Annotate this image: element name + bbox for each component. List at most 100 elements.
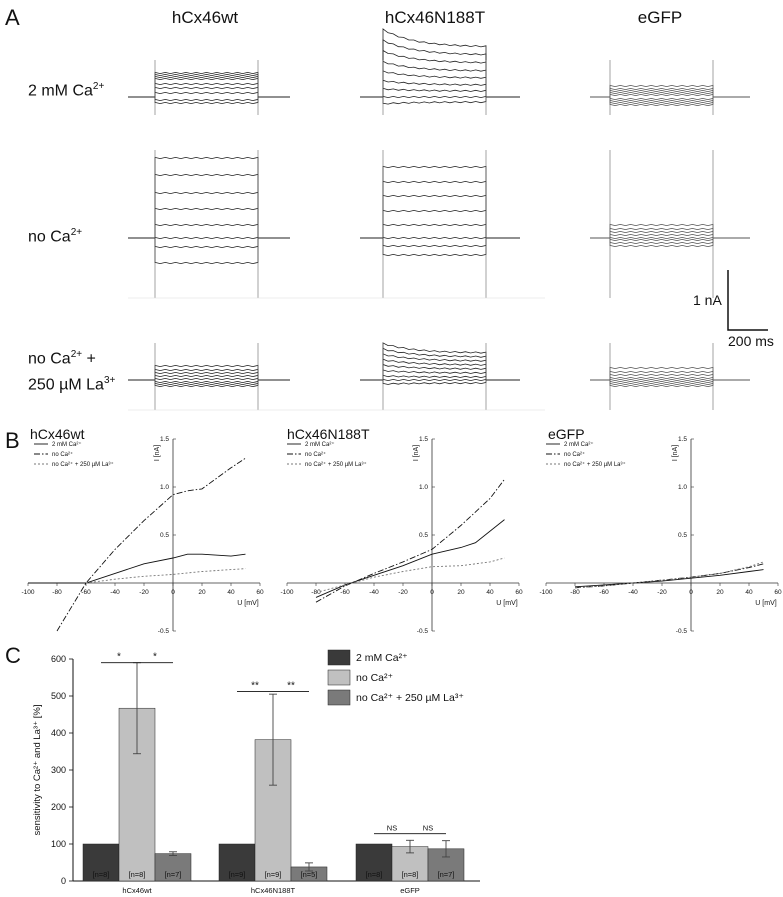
bar-chart: 0 100 200 300 400 500 600 sensitivity to Ca²⁺ a… <box>32 649 480 895</box>
x-tick-label: -100 <box>280 589 293 596</box>
column-title-hcx46wt: hCx46wt <box>171 8 239 27</box>
bar-y-tick-label: 100 <box>51 839 66 849</box>
current-trace <box>128 86 290 98</box>
panel-b-letter: B <box>5 428 20 453</box>
legend-label: no Ca²⁺ + 250 µM La³⁺ <box>52 461 114 468</box>
current-trace <box>360 49 520 98</box>
current-trace <box>590 370 750 381</box>
legend-label: 2 mM Ca²⁺ <box>564 441 594 448</box>
current-trace <box>590 379 750 388</box>
y-tick-label: 1.0 <box>678 484 687 491</box>
current-trace <box>128 75 290 98</box>
bar-legend-swatch <box>327 649 351 666</box>
current-trace <box>128 173 290 239</box>
current-trace <box>360 237 520 248</box>
current-trace <box>590 89 750 98</box>
current-trace <box>360 96 520 105</box>
significance-label: ** <box>251 681 259 692</box>
legend-label: no Ca²⁺ <box>564 451 585 458</box>
current-trace <box>128 191 290 239</box>
iv-series-3 <box>85 568 246 584</box>
x-tick-label: -100 <box>539 589 552 596</box>
trace-group-row2-col3 <box>590 150 750 298</box>
bar-n-label: [n=8] <box>93 870 110 879</box>
trace-group-row3-col3 <box>590 343 750 410</box>
current-trace <box>360 363 520 381</box>
current-trace <box>590 87 750 98</box>
x-axis-label: U [mV] <box>496 600 517 607</box>
current-trace <box>360 87 520 98</box>
current-trace <box>590 230 750 239</box>
x-tick-label: 40 <box>227 589 235 596</box>
scale-label-current: 1 nA <box>693 292 722 308</box>
current-trace <box>360 70 520 98</box>
iv-series-2 <box>315 479 505 603</box>
x-tick-label: -40 <box>369 589 379 596</box>
current-trace <box>590 237 750 245</box>
iv-plot-2: -100 -80 -60 -40 -20 0 20 40 60-0.50.51.01.5U [m… <box>280 436 523 635</box>
significance-label: NS <box>387 824 397 833</box>
bar <box>82 843 120 882</box>
current-trace <box>128 371 290 381</box>
x-tick-label: -20 <box>657 589 667 596</box>
current-trace <box>590 223 750 239</box>
current-trace <box>590 96 750 105</box>
bar-y-axis-label: sensitivity to Ca²⁺ and La³⁺ [%] <box>32 705 43 836</box>
y-axis-label: I [nA] <box>672 445 679 461</box>
current-trace <box>128 377 290 381</box>
current-trace <box>128 96 290 105</box>
x-tick-label: 0 <box>689 589 693 596</box>
trace-group-row2-col1 <box>128 150 290 298</box>
row-label-no-ca: no Ca2+ <box>28 227 83 246</box>
current-trace <box>360 378 520 382</box>
y-tick-label: 1.5 <box>678 436 687 443</box>
current-trace <box>128 368 290 381</box>
column-title-hcx46n188t: hCx46N188T <box>384 8 486 27</box>
current-trace <box>360 28 520 98</box>
current-trace <box>128 96 290 102</box>
trace-group-row3-col2 <box>360 342 520 410</box>
y-tick-label: -0.5 <box>676 628 688 635</box>
row-label-no-ca-la: no Ca2+ + 250 µM La3+ <box>28 349 116 394</box>
bar-n-label: [n=8] <box>129 870 146 879</box>
current-trace <box>590 96 750 101</box>
trace-group-row3-col1 <box>128 343 290 410</box>
iv-plot-3: -100 -80 -60 -40 -20 0 20 40 60 -0.5 0.5 1.0 1.5 U [m… <box>539 436 782 635</box>
iv-series-2 <box>56 457 246 632</box>
iv-series-1 <box>315 519 505 598</box>
legend-label: no Ca²⁺ <box>52 451 73 458</box>
x-tick-label: -80 <box>52 589 62 596</box>
iv-series-1 <box>28 553 246 584</box>
x-tick-label: -100 <box>21 589 34 596</box>
panel-c-letter: C <box>5 643 21 668</box>
current-trace <box>128 379 290 384</box>
current-trace <box>590 379 750 384</box>
scale-bar <box>727 270 768 331</box>
bar <box>218 843 256 882</box>
x-tick-label: -60 <box>340 589 350 596</box>
y-tick-label: 0.5 <box>419 532 428 539</box>
current-trace <box>590 376 750 381</box>
x-tick-label: 60 <box>515 589 523 596</box>
bar-n-label: [n=9] <box>229 870 246 879</box>
current-trace <box>128 223 290 239</box>
current-trace <box>128 379 290 388</box>
column-title-egfp: eGFP <box>637 8 683 27</box>
y-tick-label: 0.5 <box>160 532 169 539</box>
bar-legend-swatch <box>327 669 351 686</box>
x-axis-label: U [mV] <box>755 600 776 607</box>
significance-label: ** <box>287 681 295 692</box>
current-trace <box>360 223 520 239</box>
x-tick-label: 20 <box>457 589 465 596</box>
current-trace <box>590 373 750 381</box>
legend-label: 2 mM Ca²⁺ <box>305 441 335 448</box>
current-trace <box>360 79 520 98</box>
current-trace <box>128 237 290 265</box>
row-label-2mm-ca: 2 mM Ca2+ <box>28 81 105 100</box>
x-tick-label: -20 <box>139 589 149 596</box>
x-tick-label: 20 <box>198 589 206 596</box>
bar-n-label: [n=9] <box>265 870 282 879</box>
legend-label: no Ca²⁺ + 250 µM La³⁺ <box>305 461 367 468</box>
bar-legend-label: no Ca²⁺ <box>356 672 394 684</box>
